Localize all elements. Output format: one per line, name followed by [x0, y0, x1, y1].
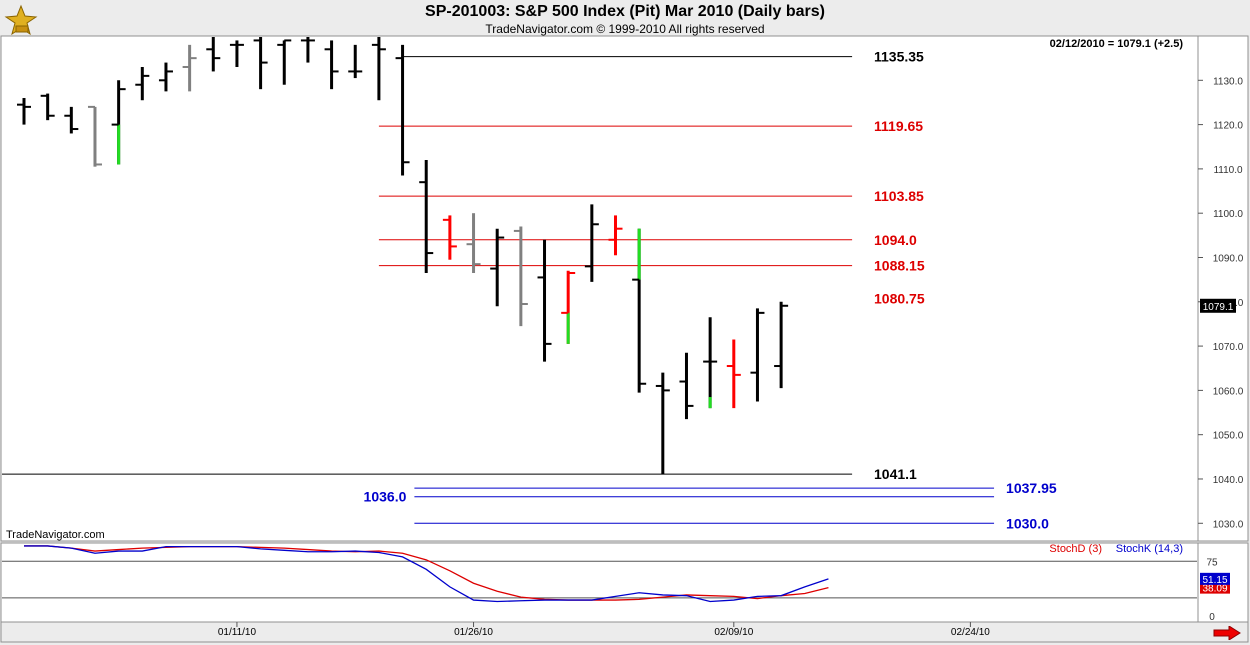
price-bar[interactable] [40, 93, 55, 121]
scroll-right-arrow-icon[interactable] [1213, 625, 1241, 641]
price-axis-area [1197, 35, 1249, 542]
price-bar[interactable] [253, 37, 268, 90]
price-bar[interactable] [371, 37, 386, 101]
stoch-value-label: 38.09 [1202, 584, 1227, 595]
level-label: 1119.65 [874, 118, 923, 134]
stoch-tick-label: 75 [1206, 557, 1218, 568]
price-tick-label: 1090.0 [1213, 253, 1244, 264]
stoch-series-line [24, 545, 829, 603]
price-tick-label: 1130.0 [1213, 76, 1243, 87]
price-tick-label: 1040.0 [1213, 475, 1244, 486]
price-bar[interactable] [229, 40, 244, 68]
price-tick-label: 1070.0 [1213, 342, 1244, 353]
stoch-tick-label: 0 [1209, 612, 1215, 623]
price-bar[interactable] [655, 372, 670, 475]
level-label: 1094.0 [874, 232, 917, 248]
price-bar[interactable] [182, 44, 197, 92]
stochastic-plot-area [0, 542, 1199, 623]
stoch-value-label: 51.15 [1202, 575, 1227, 586]
date-tick-label: 02/24/10 [951, 627, 990, 638]
price-bar[interactable] [679, 352, 694, 420]
price-bar[interactable] [584, 204, 599, 282]
price-bar[interactable] [111, 80, 126, 165]
price-bar[interactable] [87, 105, 102, 167]
price-bar[interactable] [632, 228, 647, 393]
level-label: 1080.75 [874, 290, 925, 306]
price-tick-label: 1030.0 [1213, 519, 1244, 530]
price-bar[interactable] [442, 215, 457, 260]
level-label: 1037.95 [1006, 480, 1057, 496]
level-label: 1103.85 [874, 188, 924, 204]
price-bar[interactable] [466, 213, 481, 273]
price-tick-label: 1050.0 [1213, 431, 1244, 442]
price-bar[interactable] [64, 106, 79, 134]
price-bar[interactable] [561, 270, 576, 344]
price-bar[interactable] [395, 44, 410, 176]
date-tick-label: 01/11/10 [218, 627, 257, 638]
price-tick-label: 1100.0 [1213, 209, 1243, 220]
level-label: 1036.0 [364, 489, 407, 505]
price-bar[interactable] [17, 98, 31, 125]
last-price-label: 1079.1 [1203, 302, 1234, 313]
watermark: TradeNavigator.com [6, 529, 105, 541]
stoch-value-tag [1200, 572, 1230, 585]
price-plot-area [0, 35, 1199, 542]
price-tick-label: 1080.0 [1213, 298, 1244, 309]
level-label: 1088.15 [874, 258, 925, 274]
stochastic-axis-area [1197, 542, 1249, 623]
chart-title: SP-201003: S&P 500 Index (Pit) Mar 2010 … [425, 3, 825, 20]
price-bar[interactable] [348, 44, 363, 79]
level-label: 1041.1 [874, 466, 917, 482]
price-bar[interactable] [300, 37, 315, 63]
last-price-tag [1200, 298, 1236, 313]
price-bar[interactable] [608, 215, 623, 256]
price-bar[interactable] [513, 226, 528, 327]
quote-readout: 02/12/2010 = 1079.1 (+2.5) [1050, 38, 1184, 50]
legend-stochk: StochK (14,3) [1116, 543, 1183, 555]
price-bar[interactable] [703, 317, 718, 409]
price-tick-label: 1110.0 [1213, 165, 1243, 176]
price-tick-label: 1060.0 [1213, 386, 1244, 397]
price-bar[interactable] [490, 228, 505, 307]
stoch-value-tag [1200, 581, 1230, 594]
level-label: 1135.35 [874, 49, 924, 65]
date-tick-label: 01/26/10 [454, 627, 493, 638]
price-bar[interactable] [135, 67, 150, 101]
price-bar[interactable] [419, 160, 434, 273]
price-bar[interactable] [537, 239, 552, 362]
date-axis-area [0, 621, 1249, 643]
price-bar[interactable] [726, 339, 741, 409]
price-tick-label: 1120.0 [1213, 121, 1243, 132]
price-bar[interactable] [774, 301, 789, 389]
copyright-notice: TradeNavigator.com © 1999-2010 All right… [485, 22, 765, 36]
price-bar[interactable] [324, 40, 339, 90]
trade-navigator-logo[interactable] [4, 2, 40, 38]
price-bar[interactable] [206, 37, 221, 72]
price-bar[interactable] [158, 62, 173, 92]
stoch-series-line [24, 545, 829, 601]
date-tick-label: 02/09/10 [714, 627, 753, 638]
legend-stochd: StochD (3) [1049, 543, 1102, 555]
price-bar[interactable] [277, 39, 292, 85]
price-bar[interactable] [750, 308, 765, 402]
level-label: 1030.0 [1006, 515, 1049, 531]
